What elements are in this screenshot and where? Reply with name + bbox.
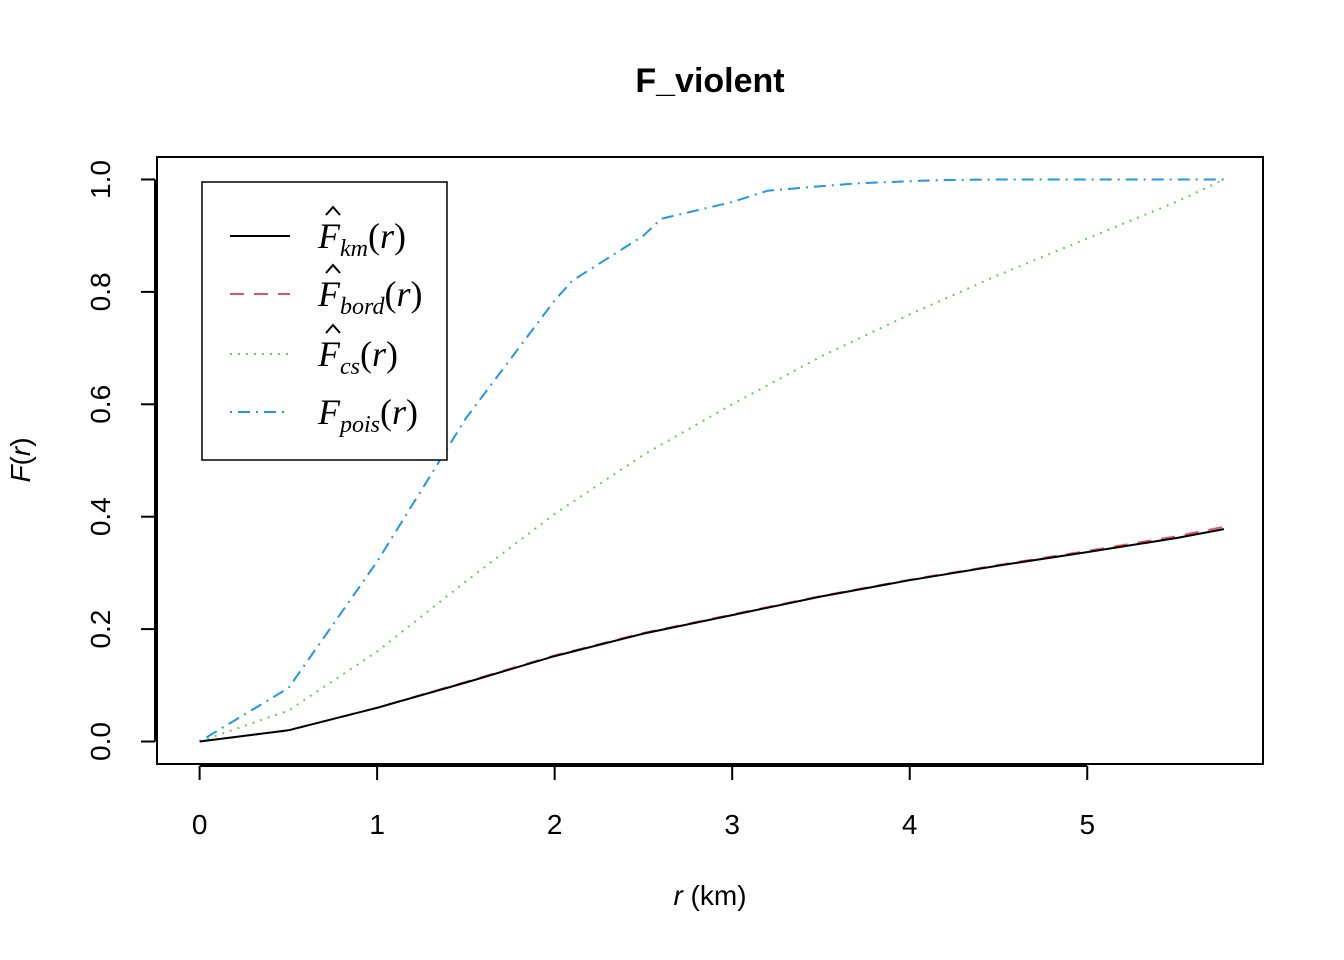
legend-label-sub: bord: [340, 294, 385, 320]
series-line-km: [199, 528, 1225, 743]
legend-label-var: r: [372, 334, 387, 374]
legend-label-cs: Fcs(r): [317, 334, 398, 380]
x-axis-label-var: r: [673, 880, 684, 911]
legend-label-close: ): [386, 334, 398, 374]
series-layer: [199, 178, 1225, 743]
legend-label-sub: km: [340, 236, 368, 262]
legend-label-pois: Fpois(r): [317, 392, 418, 438]
legend-label-km: Fkm(r): [317, 216, 406, 262]
legend-label-var: r: [396, 274, 411, 314]
y-tick-label: 1.0: [85, 160, 116, 199]
y-tick-label: 0.0: [85, 722, 116, 761]
series-line-bord: [199, 525, 1225, 743]
x-tick-label: 2: [547, 809, 563, 840]
legend-label-base: F: [317, 216, 341, 256]
legend-label-var: r: [392, 392, 407, 432]
series-line-cs: [199, 178, 1225, 743]
legend-hat-mark: [325, 205, 341, 216]
legend-label-var: r: [380, 216, 395, 256]
x-tick-label: 3: [724, 809, 740, 840]
legend-label-sub: cs: [340, 354, 360, 380]
x-tick-label: 4: [902, 809, 918, 840]
x-tick-label: 5: [1079, 809, 1095, 840]
y-axis-label-var: r: [5, 445, 36, 456]
legend-label-base: F: [317, 334, 341, 374]
legend-label-open: (: [368, 216, 380, 256]
x-tick-label: 0: [192, 809, 208, 840]
legend-box: [201, 181, 448, 461]
legend-label-close: ): [406, 392, 418, 432]
legend-label-close: ): [410, 274, 422, 314]
legend-label-close: ): [394, 216, 406, 256]
legend-label-open: (: [360, 334, 372, 374]
legend-label-sub: pois: [338, 412, 380, 438]
y-axis-label-close: ): [5, 437, 36, 446]
chart-title: F_violent: [635, 62, 784, 100]
x-tick-label: 1: [369, 809, 385, 840]
x-axis-label: r (km): [673, 880, 746, 911]
legend-hat-mark: [325, 263, 341, 274]
legend-label-open: (: [384, 274, 396, 314]
y-axis-label-fn: F: [5, 464, 36, 483]
y-axis-label: F(r): [5, 437, 36, 482]
y-tick-label: 0.2: [85, 610, 116, 649]
y-axis: 0.0 0.2 0.4 0.6 0.8 1.0: [85, 160, 156, 761]
legend: Fkm(r)Fbord(r)Fcs(r)Fpois(r): [201, 181, 448, 461]
plot-frame: [156, 156, 1264, 765]
series-line-pois: [199, 178, 1224, 743]
x-axis: 0 1 2 3 4 5: [192, 765, 1095, 840]
x-axis-label-unit: (km): [683, 880, 747, 911]
legend-label-open: (: [380, 392, 392, 432]
legend-label-bord: Fbord(r): [317, 274, 422, 320]
y-tick-label: 0.4: [85, 497, 116, 536]
y-axis-label-open: (: [5, 455, 36, 465]
legend-label-base: F: [317, 274, 341, 314]
y-tick-label: 0.6: [85, 385, 116, 424]
legend-label-base: F: [317, 392, 341, 432]
y-tick-label: 0.8: [85, 272, 116, 311]
legend-hat-mark: [325, 323, 341, 334]
